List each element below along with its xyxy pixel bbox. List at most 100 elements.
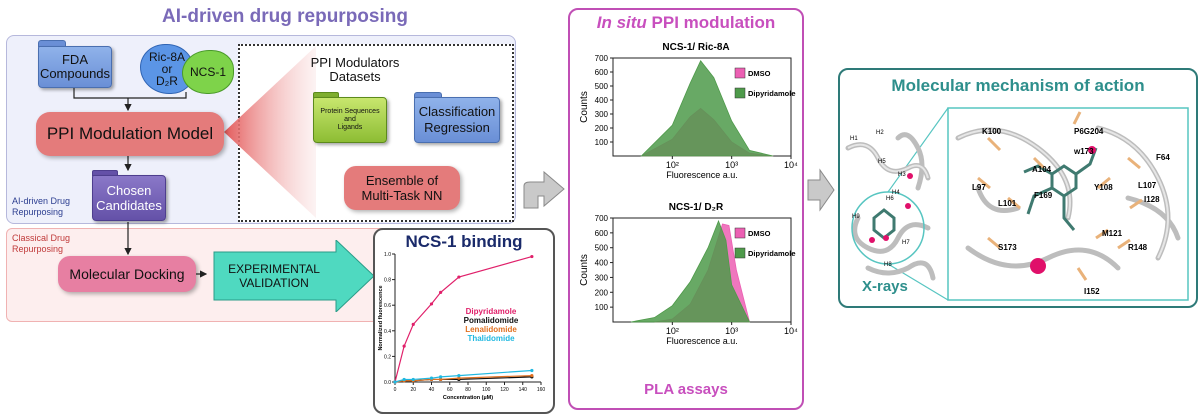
arrow-to-mechanism [807,168,835,212]
residue-label: L107 [1138,181,1157,190]
histogram-legend-label: Dipyridamole [748,89,796,98]
molecular-docking-box: Molecular Docking [58,256,196,292]
binding-data-point [439,377,443,382]
binding-data-point [411,322,415,326]
residue-label: w173 [1073,147,1094,156]
histogram-legend-label: DMSO [748,229,771,238]
histogram-y-tick-label: 300 [595,110,609,119]
histogram-y-tick-label: 100 [595,303,609,312]
fda-compounds-folder[interactable]: FDA Compounds [38,46,112,88]
residue-label: L97 [972,183,986,192]
helix-label: H9 [852,214,860,220]
binding-data-point [402,377,406,382]
residue-label: S173 [998,243,1017,252]
histogram-legend-swatch [734,67,746,79]
classical-side-label: Classical Drug Repurposing [12,233,71,254]
ai-section-title: AI-driven drug repurposing [162,6,408,27]
residue-label: A104 [1032,165,1052,174]
helix-label: H4 [892,190,900,196]
histogram-d2r: NCS-1/ D₂R 100 200 300 400 500 600 700 10² 10³ 10⁴… [579,202,798,346]
protein-structure: H1 H2 H3 H4 H5 H6 H7 H8 H9 K100 P6G204 w173 F64 A104 L… [845,107,1189,301]
pla-card [568,8,804,410]
binding-data-point [411,377,415,382]
histogram-title: NCS-1/ D₂R [669,202,724,213]
datasets-title: PPI Modulators Datasets [310,55,400,84]
binding-chart: 0.0 0.2 0.4 0.6 0.8 1.0 0 20 40 60 80 100 120 140 160 C… [378,252,546,401]
binding-data-point [393,380,397,384]
pla-title-rest: PPI modulation [646,13,776,32]
binding-x-tick-label: 120 [500,387,509,393]
histogram-x-tick-label: 10² [666,160,679,170]
mechanism-title: Molecular mechanism of action [891,76,1145,95]
residue-label: R148 [1128,243,1148,252]
pla-title: In situ PPI modulation [568,13,804,33]
binding-legend-entry: Lenalidomide [465,325,517,334]
binding-data-point [530,368,534,373]
binding-x-tick-label: 0 [394,387,397,393]
protein-sequences-folder[interactable]: Protein Sequences and Ligands [313,97,387,143]
histogram-y-label: Counts [579,254,590,286]
histogram-y-tick-label: 600 [595,229,609,238]
chosen-folder-tab [92,170,118,176]
histogram-x-tick-label: 10³ [725,160,738,170]
histogram-x-tick-label: 10² [666,326,679,336]
binding-legend-entry: Dipyridamole [466,307,517,316]
binding-data-point [429,376,434,380]
binding-title: NCS-1 binding [405,232,523,251]
histogram-y-tick-label: 400 [595,259,609,268]
binding-data-point [457,374,461,378]
binding-x-tick-label: 40 [429,387,435,393]
binding-y-tick-label: 0.2 [384,354,391,360]
chosen-candidates-folder[interactable]: Chosen Candidates [92,175,166,221]
histogram-ric8a: NCS-1/ Ric-8A 100 200 300 400 500 600 700 10² 10³… [579,42,798,180]
histogram-x-label: Fluorescence a.u. [666,170,738,180]
histogram-legend-swatch [734,227,746,239]
histogram-area [640,60,774,157]
histogram-x-label: Fluorescence a.u. [666,336,738,346]
ai-side-label: AI-driven Drug Repurposing [12,196,71,217]
binding-x-label: Concentration (µM) [443,395,493,401]
histogram-y-tick-label: 400 [595,96,609,105]
histogram-x-tick-label: 10³ [725,326,738,336]
ppi-modulation-model: PPI Modulation Model [36,112,224,156]
histogram-y-tick-label: 600 [595,68,609,77]
classification-regression-folder[interactable]: Classification Regression [414,97,500,143]
binding-y-tick-label: 1.0 [384,252,391,258]
pla-footer: PLA assays [644,381,728,398]
residue-label: F64 [1156,153,1170,162]
binding-data-point [439,375,443,379]
validation-arrow [213,240,375,312]
residue-label: L101 [998,199,1017,208]
histogram-x-tick-label: 10⁴ [784,160,798,170]
residue-label: P6G204 [1074,127,1104,136]
helix-label: H7 [902,240,910,246]
arrow-to-pla [523,170,565,209]
pla-title-italic: In situ [596,13,647,32]
histogram-y-tick-label: 500 [595,244,609,253]
binding-data-point [457,275,461,279]
binding-legend-entry: Thalidomide [467,334,515,343]
histogram-title: NCS-1/ Ric-8A [662,42,729,53]
histogram-y-tick-label: 700 [595,214,609,223]
residue-label: Y108 [1094,183,1113,192]
residue-label: M121 [1102,229,1123,238]
binding-y-tick-label: 0.4 [384,329,391,335]
binding-x-tick-label: 60 [447,387,453,393]
histogram-y-tick-label: 100 [595,138,609,147]
validation-label: EXPERIMENTAL VALIDATION [228,262,320,290]
binding-data-point [457,376,461,380]
histogram-legend-swatch [734,247,746,259]
binding-x-tick-label: 160 [537,387,546,393]
binding-data-point [530,374,534,378]
binding-y-tick-label: 0.6 [384,303,391,309]
binding-legend-entry: Pomalidomide [464,316,519,325]
helix-label: H3 [898,172,906,178]
histogram-y-tick-label: 200 [595,288,609,297]
classification-folder-tab [414,92,442,98]
histogram-x-tick-label: 10⁴ [784,326,798,336]
ncs1-blob: NCS-1 [182,50,234,94]
binding-data-point [402,344,406,348]
histogram-y-label: Counts [579,91,590,123]
protein-folder-tab [313,92,339,98]
binding-data-point [429,302,434,306]
